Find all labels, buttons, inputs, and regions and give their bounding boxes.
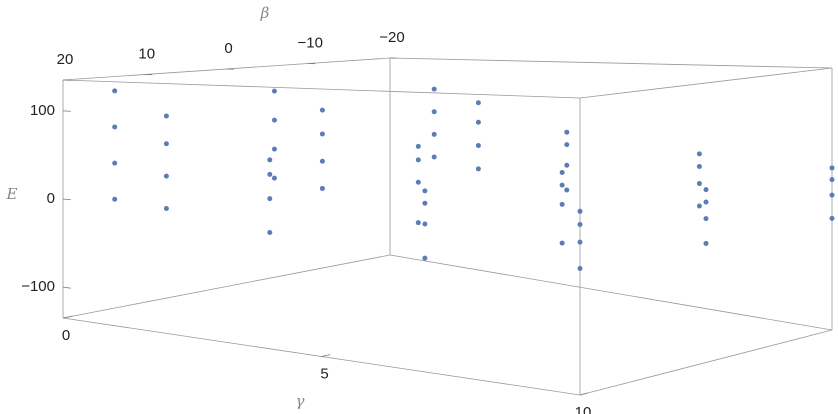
z-tick-label: −100: [21, 278, 55, 295]
box-edge: [389, 254, 833, 331]
point: [415, 220, 421, 226]
point: [422, 200, 428, 206]
z-tick-label: 0: [47, 190, 55, 207]
point: [475, 100, 481, 106]
y-tick-label: −10: [298, 34, 323, 51]
z-tick: [62, 286, 71, 289]
point: [163, 206, 169, 211]
point: [415, 157, 421, 163]
point: [703, 240, 709, 246]
point: [415, 179, 421, 185]
y-axis-label: β: [260, 4, 270, 22]
box-edge: [579, 67, 833, 99]
z-tick-label: 100: [30, 102, 55, 119]
point: [577, 266, 583, 271]
point: [271, 117, 277, 123]
box-edge: [62, 254, 391, 319]
point: [431, 109, 437, 115]
point: [163, 173, 169, 179]
point: [163, 113, 169, 119]
point: [829, 192, 835, 198]
point: [696, 203, 702, 209]
point: [422, 255, 428, 261]
x-tick: [62, 315, 73, 319]
point: [577, 239, 583, 245]
y-tick-label: 20: [57, 51, 74, 68]
point: [564, 187, 570, 193]
y-tick-label: −20: [379, 29, 404, 46]
point: [696, 181, 702, 187]
point: [267, 230, 273, 236]
point: [431, 154, 437, 160]
point: [319, 107, 325, 113]
point: [422, 188, 428, 194]
point: [267, 196, 273, 202]
point: [475, 166, 481, 172]
point: [559, 240, 565, 246]
point: [271, 146, 277, 152]
point: [431, 131, 437, 137]
x-tick: [321, 354, 331, 357]
box-edge: [62, 79, 581, 99]
z-axis-label: E: [6, 185, 18, 203]
point: [475, 119, 481, 125]
point: [319, 185, 325, 191]
y-tick-label: 0: [224, 40, 232, 57]
y-tick-label: 10: [138, 45, 155, 62]
point: [703, 199, 709, 205]
point: [112, 160, 118, 166]
point: [319, 158, 325, 164]
point: [559, 170, 565, 176]
point: [267, 171, 273, 177]
box-edge: [389, 57, 833, 69]
box-edge: [579, 329, 833, 396]
point: [267, 157, 273, 163]
point: [564, 162, 570, 168]
point: [475, 143, 481, 149]
point: [703, 216, 709, 222]
z-tick: [62, 198, 71, 201]
point: [112, 196, 118, 202]
point: [696, 151, 702, 157]
point: [564, 129, 570, 135]
point: [422, 221, 428, 227]
point: [577, 222, 583, 227]
x-tick: [579, 392, 588, 396]
point: [319, 131, 325, 137]
point: [163, 141, 169, 147]
point: [431, 86, 437, 92]
point: [703, 187, 709, 193]
x-axis-label: γ: [296, 392, 305, 410]
point: [696, 163, 702, 169]
point: [112, 124, 118, 130]
point: [829, 165, 835, 171]
point: [564, 142, 570, 148]
point: [112, 88, 118, 94]
point: [559, 182, 565, 188]
x-tick-label: 5: [320, 365, 328, 382]
point: [577, 208, 583, 214]
point: [271, 175, 277, 181]
x-tick-label: 0: [62, 327, 70, 344]
point: [829, 215, 835, 221]
point: [559, 201, 565, 207]
x-tick-label: 10: [575, 404, 592, 414]
point: [829, 177, 835, 183]
point: [415, 143, 421, 149]
point: [271, 88, 277, 94]
